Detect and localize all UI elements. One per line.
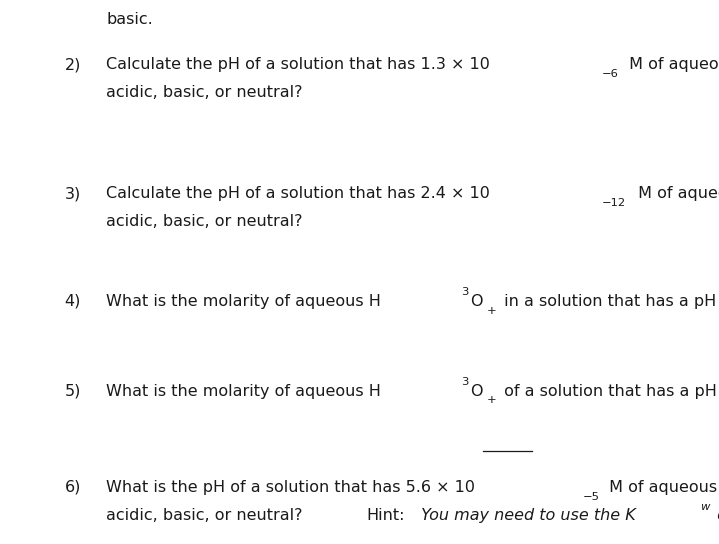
Text: 5): 5) bbox=[65, 384, 81, 399]
Text: What is the pH of a solution that has 5.6 × 10: What is the pH of a solution that has 5.… bbox=[106, 480, 475, 495]
Text: 4): 4) bbox=[65, 294, 81, 309]
Text: −5: −5 bbox=[582, 492, 600, 502]
Text: You may need to use the K: You may need to use the K bbox=[416, 508, 636, 523]
Text: acidic, basic, or neutral?: acidic, basic, or neutral? bbox=[106, 85, 303, 101]
Text: M of aqueous OH: M of aqueous OH bbox=[605, 480, 719, 495]
Text: Hint:: Hint: bbox=[367, 508, 405, 523]
Text: acidic, basic, or neutral?: acidic, basic, or neutral? bbox=[106, 214, 303, 230]
Text: O: O bbox=[471, 294, 483, 309]
Text: −6: −6 bbox=[602, 69, 618, 79]
Text: acidic, basic, or neutral?: acidic, basic, or neutral? bbox=[106, 508, 308, 523]
Text: Calculate the pH of a solution that has 1.3 × 10: Calculate the pH of a solution that has … bbox=[106, 57, 490, 72]
Text: What is the molarity of aqueous H: What is the molarity of aqueous H bbox=[106, 294, 381, 309]
Text: 2): 2) bbox=[65, 57, 81, 72]
Text: M of aqueous H: M of aqueous H bbox=[623, 57, 719, 72]
Text: −12: −12 bbox=[602, 198, 626, 208]
Text: of a solution that has a pH of 10.70?: of a solution that has a pH of 10.70? bbox=[499, 384, 719, 399]
Text: 3: 3 bbox=[461, 287, 469, 297]
Text: expression here.: expression here. bbox=[712, 508, 719, 523]
Text: +: + bbox=[487, 306, 497, 316]
Text: 3): 3) bbox=[65, 186, 81, 201]
Text: in a solution that has a pH of 3.40?: in a solution that has a pH of 3.40? bbox=[499, 294, 719, 309]
Text: w: w bbox=[700, 502, 709, 511]
Text: Calculate the pH of a solution that has 2.4 × 10: Calculate the pH of a solution that has … bbox=[106, 186, 490, 201]
Text: M of aqueous H: M of aqueous H bbox=[633, 186, 719, 201]
Text: basic.: basic. bbox=[106, 12, 153, 27]
Text: +: + bbox=[487, 395, 497, 405]
Text: 6): 6) bbox=[65, 480, 81, 495]
Text: O: O bbox=[471, 384, 483, 399]
Text: 3: 3 bbox=[461, 377, 469, 387]
Text: What is the molarity of aqueous H: What is the molarity of aqueous H bbox=[106, 384, 381, 399]
